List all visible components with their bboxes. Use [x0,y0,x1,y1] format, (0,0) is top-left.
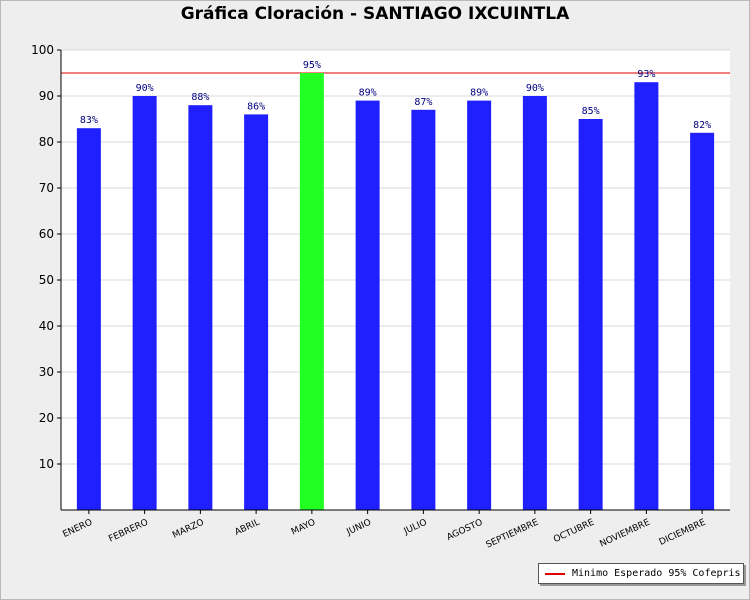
y-tick-label: 20 [39,411,54,425]
bar-febrero [132,96,157,510]
x-tick-label: ENERO [61,518,94,540]
x-tick-label: NOVIEMBRE [598,518,651,550]
data-label: 88% [191,92,209,103]
bar-octubre [578,119,603,510]
bar-abril [244,114,269,511]
y-tick-label: 50 [39,273,54,287]
data-label: 93% [637,69,655,80]
data-labels: 83% 90% 88% 86% 95% 89% 87% 89% 90% 85% 93% 82% [80,60,711,131]
bars [76,73,715,511]
data-label: 95% [303,60,321,71]
y-tick-label: 100 [31,43,54,57]
data-label: 87% [414,97,432,108]
x-tick-label: JUNIO [344,518,372,538]
data-label: 89% [359,88,377,99]
y-tick-label: 60 [39,227,54,241]
chart-title: Gráfica Cloración - SANTIAGO IXCUINTLA [180,4,570,24]
x-tick-label: DICIEMBRE [658,518,708,548]
data-label: 90% [526,83,544,94]
x-tick-label: OCTUBRE [552,518,596,546]
bar-enero [76,128,101,510]
x-tick-label: MARZO [171,518,206,541]
legend: Minimo Esperado 95% Cofepris [538,563,744,584]
data-label: 83% [80,115,98,126]
y-tick-label: 80 [39,135,54,149]
data-label: 90% [136,83,154,94]
grid-lines [61,49,730,465]
bar-agosto [467,100,492,510]
bar-julio [411,109,436,511]
y-tick-label: 70 [39,181,54,195]
bar-diciembre [690,132,715,511]
bar-mayo [299,73,324,510]
y-tick-label: 90 [39,89,54,103]
data-label: 89% [470,88,488,99]
x-tick-label: JULIO [402,518,429,538]
data-label: 86% [247,101,265,112]
bar-junio [355,100,380,510]
bar-septiembre [522,96,547,510]
legend-label: Minimo Esperado 95% Cofepris [572,568,741,579]
x-tick-label: FEBRERO [107,518,150,545]
y-tick-label: 30 [39,365,54,379]
x-tick-label: SEPTIEMBRE [485,518,541,551]
x-tick-label: AGOSTO [445,518,484,543]
bar-noviembre [634,82,659,510]
data-label: 85% [582,106,600,117]
legend-swatch [545,572,565,575]
y-tick-label: 40 [39,319,54,333]
data-label: 82% [693,120,711,131]
y-tick-label: 10 [39,457,54,471]
x-tick-label: MAYO [290,518,317,538]
x-tick-label: ABRIL [233,518,261,538]
bar-marzo [188,105,213,510]
